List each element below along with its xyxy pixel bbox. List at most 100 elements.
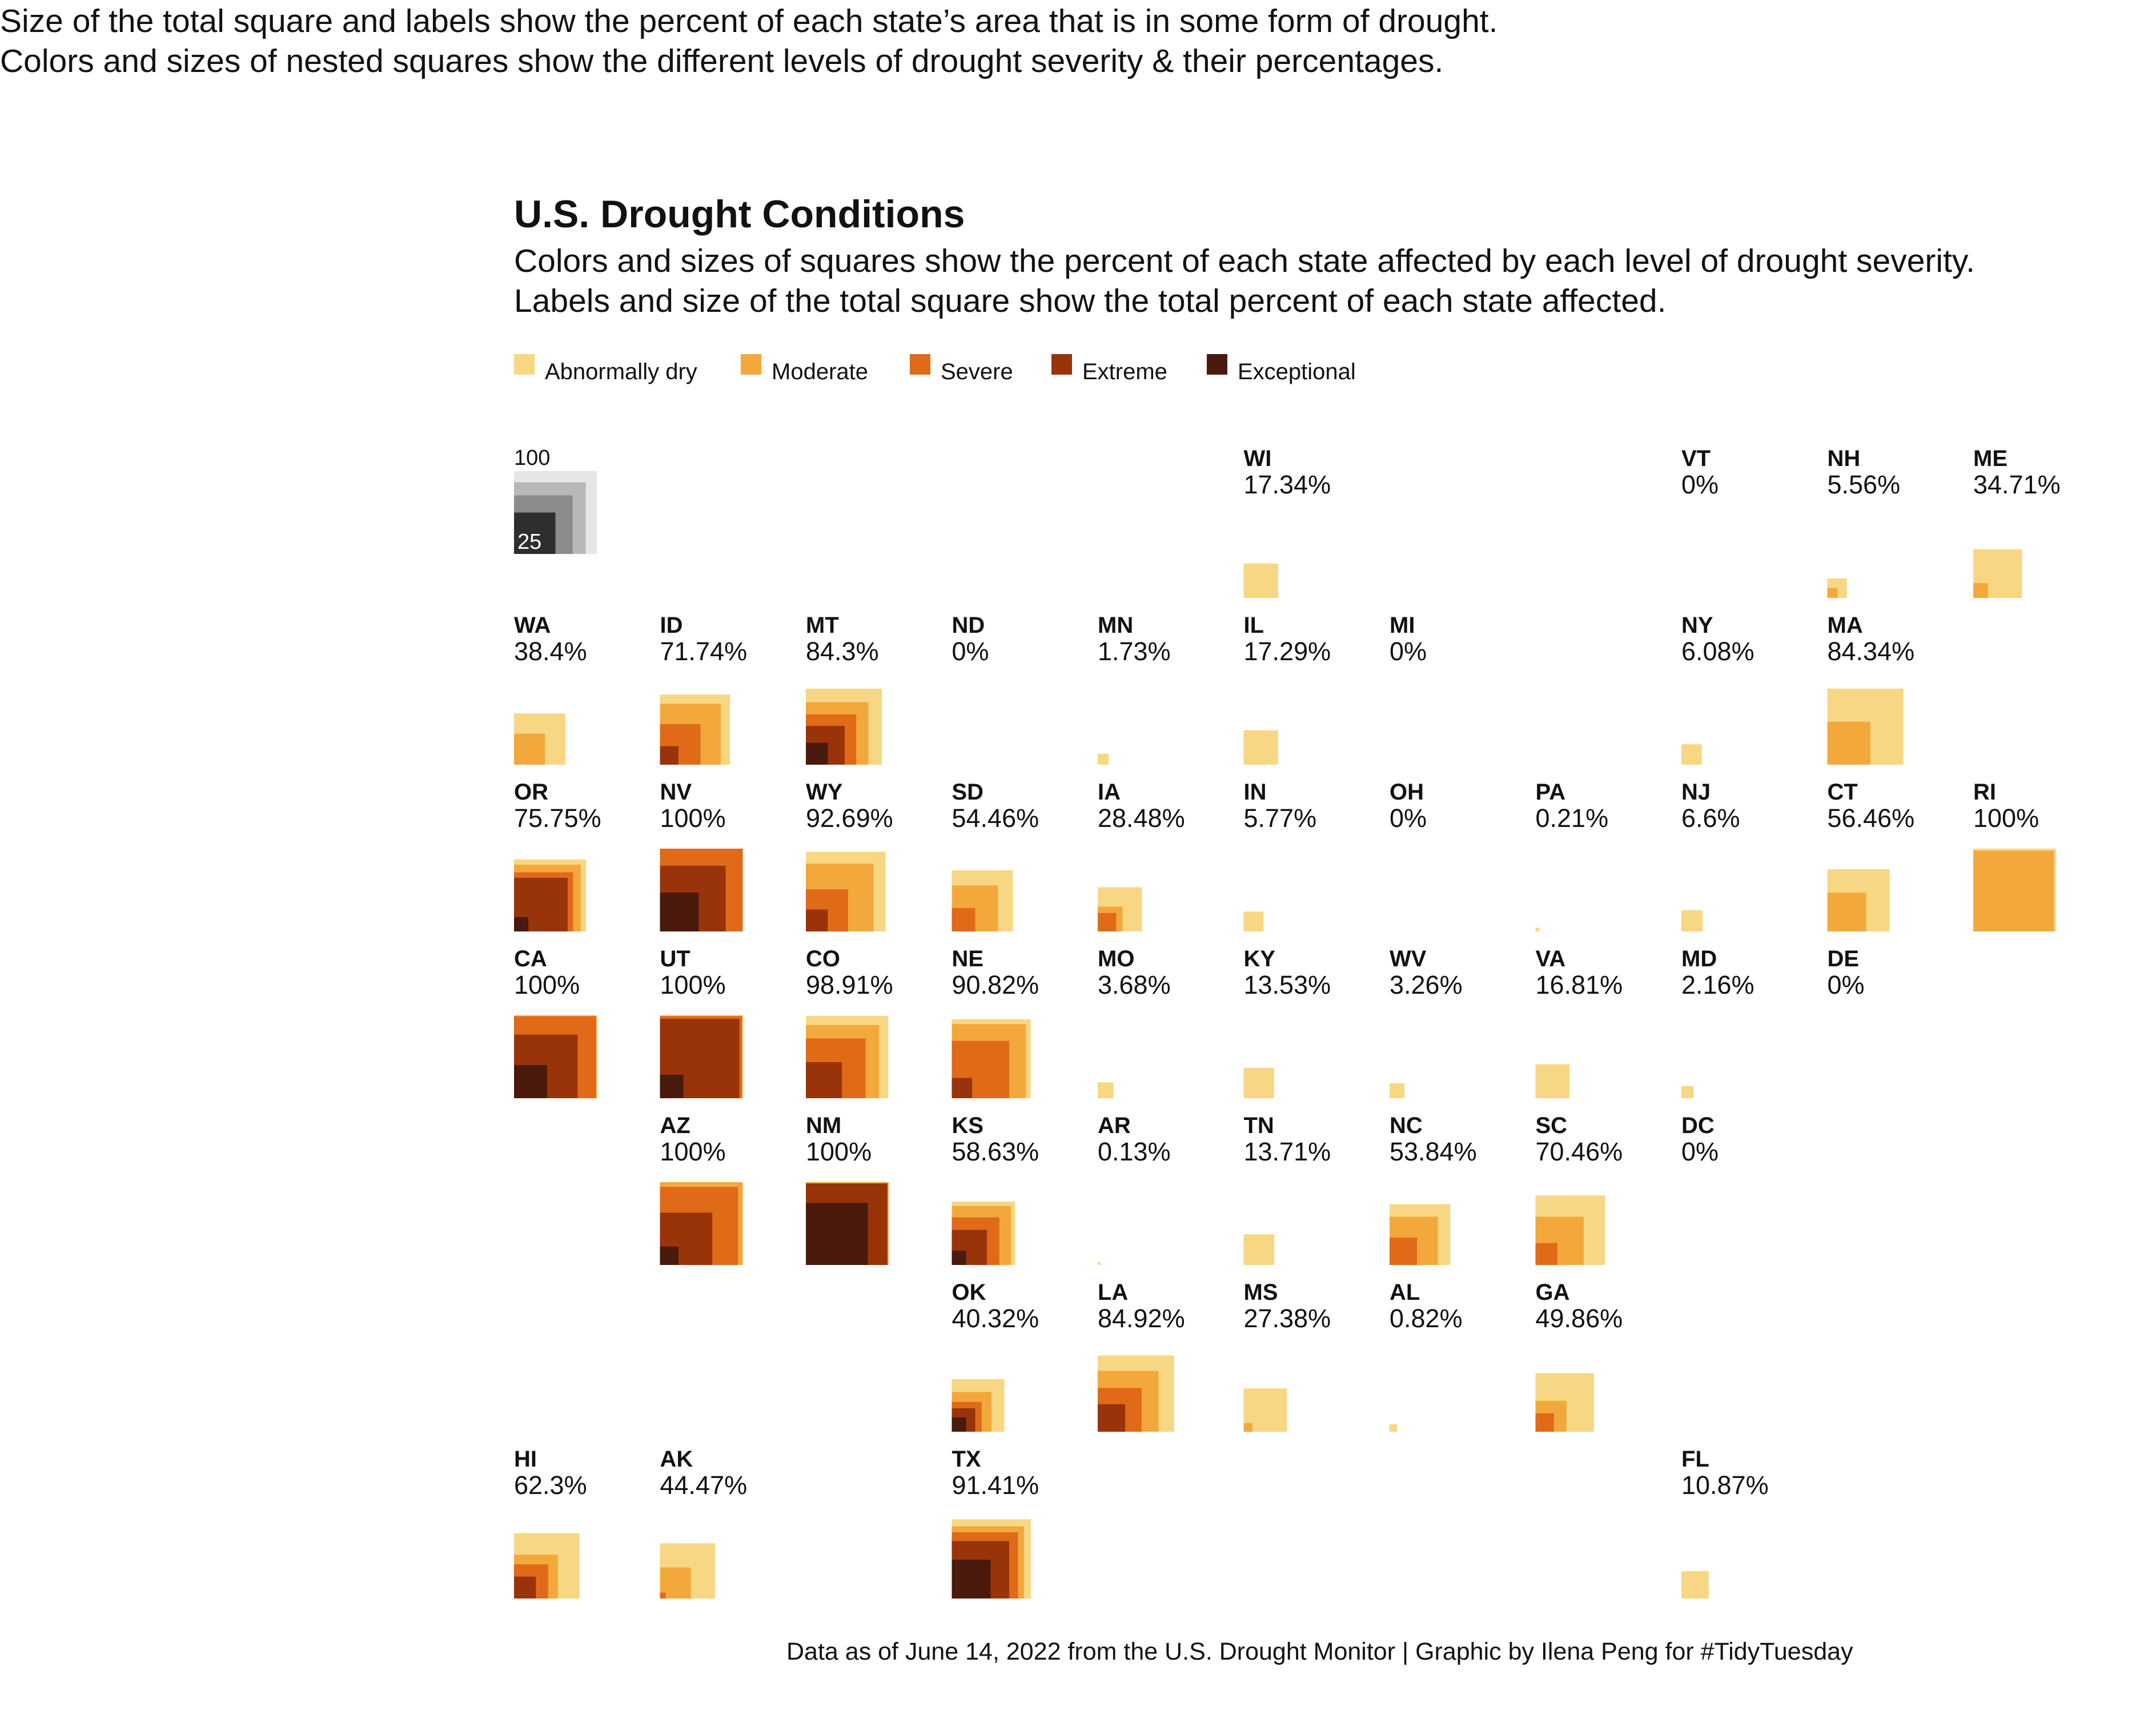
state-abbr-nd: ND xyxy=(952,613,985,638)
legend-label-exceptional: Exceptional xyxy=(1238,359,1356,384)
state-abbr-vt: VT xyxy=(1681,446,1711,471)
state-abbr-az: AZ xyxy=(660,1113,690,1138)
state-abbr-wa: WA xyxy=(514,613,551,638)
state-abbr-ma: MA xyxy=(1828,613,1863,638)
state-abbr-la: LA xyxy=(1098,1280,1128,1305)
state-percent-dc: 0% xyxy=(1681,1137,1719,1166)
square-ma-moderate xyxy=(1827,721,1870,765)
state-abbr-ks: KS xyxy=(952,1113,984,1138)
state-abbr-or: OR xyxy=(514,780,548,805)
legend-swatch-severe xyxy=(910,354,930,375)
state-percent-nj: 6.6% xyxy=(1681,804,1740,833)
state-percent-nh: 5.56% xyxy=(1828,470,1901,499)
square-or-exceptional xyxy=(514,917,529,931)
legend-label-extreme: Extreme xyxy=(1082,359,1167,384)
state-percent-mi: 0% xyxy=(1390,637,1427,666)
state-abbr-tn: TN xyxy=(1244,1113,1274,1138)
state-abbr-hi: HI xyxy=(514,1447,537,1472)
square-nj-abnormally-dry xyxy=(1681,910,1703,931)
square-ga-severe xyxy=(1535,1413,1554,1432)
state-percent-nc: 53.84% xyxy=(1390,1137,1477,1166)
state-abbr-sc: SC xyxy=(1536,1113,1568,1138)
state-abbr-de: DE xyxy=(1828,946,1860,971)
state-percent-md: 2.16% xyxy=(1681,970,1754,999)
square-ar-abnormally-dry xyxy=(1098,1262,1101,1265)
state-percent-ut: 100% xyxy=(660,970,726,999)
state-abbr-wy: WY xyxy=(806,780,843,805)
state-percent-id: 71.74% xyxy=(660,637,748,666)
state-percent-wi: 17.34% xyxy=(1244,470,1331,499)
state-percent-ms: 27.38% xyxy=(1244,1304,1331,1333)
state-abbr-mi: MI xyxy=(1390,613,1415,638)
state-abbr-pa: PA xyxy=(1536,780,1566,805)
state-percent-sd: 54.46% xyxy=(952,804,1039,833)
state-percent-wy: 92.69% xyxy=(806,804,893,833)
legend-label-abnormally-dry: Abnormally dry xyxy=(545,359,697,384)
size-key-label-min: 25 xyxy=(517,530,541,554)
legend-swatch-abnormally-dry xyxy=(514,354,535,375)
state-abbr-sd: SD xyxy=(952,780,984,805)
square-ut-exceptional xyxy=(660,1074,684,1098)
chart-title: U.S. Drought Conditions xyxy=(514,192,965,236)
square-nm-exceptional xyxy=(806,1203,868,1265)
state-percent-ny: 6.08% xyxy=(1681,637,1754,666)
state-percent-or: 75.75% xyxy=(514,804,601,833)
square-mn-abnormally-dry xyxy=(1098,753,1109,765)
state-percent-al: 0.82% xyxy=(1390,1304,1463,1333)
state-abbr-nv: NV xyxy=(660,780,692,805)
state-percent-nd: 0% xyxy=(952,637,989,666)
chart-subtitle-line-1: Colors and sizes of squares show the per… xyxy=(514,243,1976,279)
chart-caption: Data as of June 14, 2022 from the U.S. D… xyxy=(786,1638,1853,1665)
square-sc-severe xyxy=(1535,1243,1557,1265)
state-percent-ky: 13.53% xyxy=(1244,970,1331,999)
intro-text: Size of the total square and labels show… xyxy=(0,1,1497,81)
intro-line-1: Size of the total square and labels show… xyxy=(0,3,1498,39)
square-ks-exceptional xyxy=(951,1250,966,1265)
square-wv-abnormally-dry xyxy=(1390,1083,1405,1098)
square-fl-abnormally-dry xyxy=(1681,1571,1709,1599)
state-percent-va: 16.81% xyxy=(1536,970,1623,999)
state-abbr-ne: NE xyxy=(952,946,984,971)
state-percent-ca: 100% xyxy=(514,970,580,999)
state-abbr-in: IN xyxy=(1244,780,1267,805)
state-percent-ia: 28.48% xyxy=(1098,804,1185,833)
square-ne-extreme xyxy=(951,1078,973,1098)
state-abbr-mt: MT xyxy=(806,613,839,638)
legend-swatch-extreme xyxy=(1051,354,1072,375)
state-percent-wa: 38.4% xyxy=(514,637,587,666)
state-abbr-ri: RI xyxy=(1973,780,1996,805)
square-nv-exceptional xyxy=(660,892,699,931)
state-abbr-ut: UT xyxy=(660,946,690,971)
square-nh-moderate xyxy=(1827,588,1838,598)
intro-line-2: Colors and sizes of nested squares show … xyxy=(0,43,1444,79)
state-percent-ks: 58.63% xyxy=(952,1137,1039,1166)
state-abbr-dc: DC xyxy=(1681,1113,1715,1138)
state-abbr-tx: TX xyxy=(952,1447,981,1472)
state-abbr-ar: AR xyxy=(1098,1113,1131,1138)
square-hi-extreme xyxy=(514,1576,536,1599)
state-abbr-mn: MN xyxy=(1098,613,1133,638)
square-il-abnormally-dry xyxy=(1243,730,1278,765)
state-percent-ga: 49.86% xyxy=(1536,1304,1623,1333)
state-percent-mo: 3.68% xyxy=(1098,970,1171,999)
size-key-label-max: 100 xyxy=(514,446,550,470)
square-la-extreme xyxy=(1098,1404,1126,1432)
state-percent-la: 84.92% xyxy=(1098,1304,1185,1333)
state-abbr-ak: AK xyxy=(660,1447,693,1472)
square-pa-abnormally-dry xyxy=(1535,927,1540,931)
state-percent-hi: 62.3% xyxy=(514,1471,587,1500)
state-abbr-ky: KY xyxy=(1244,946,1276,971)
square-mt-exceptional xyxy=(806,742,828,765)
square-in-abnormally-dry xyxy=(1243,911,1264,931)
square-wa-moderate xyxy=(514,733,545,765)
state-abbr-ia: IA xyxy=(1098,780,1121,805)
state-abbr-nh: NH xyxy=(1828,446,1861,471)
square-mo-abnormally-dry xyxy=(1098,1082,1114,1098)
legend-swatch-exceptional xyxy=(1207,354,1227,375)
square-ia-severe xyxy=(1098,913,1117,931)
size-key-square-25 xyxy=(514,512,556,554)
state-percent-il: 17.29% xyxy=(1244,637,1331,666)
square-ri-moderate xyxy=(1973,850,2054,931)
state-percent-in: 5.77% xyxy=(1244,804,1317,833)
state-percent-ma: 84.34% xyxy=(1828,637,1915,666)
